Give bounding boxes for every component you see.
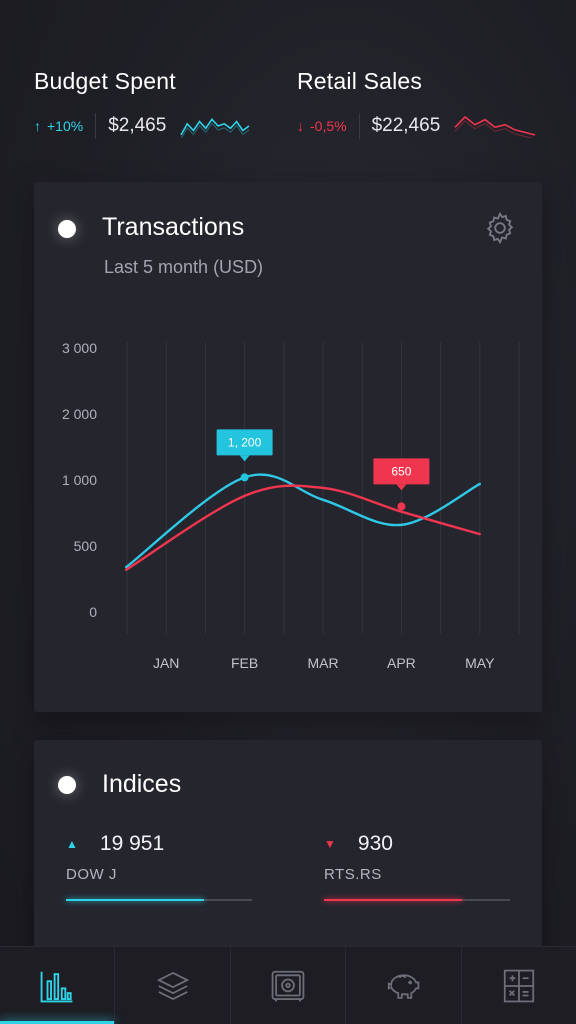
bottom-tab-bar (0, 946, 576, 1024)
x-tick-label: MAY (465, 655, 495, 671)
kpi-change: ↓ -0,5% (297, 118, 347, 134)
kpi-amount: $22,465 (371, 115, 441, 136)
index-progress-fill (66, 899, 204, 901)
arrow-down-icon: ↓ (297, 118, 304, 134)
tab-savings[interactable] (346, 947, 462, 1024)
index-progress-fill (324, 899, 462, 901)
kpi-title: Retail Sales (297, 68, 423, 94)
layers-icon (156, 971, 189, 1000)
tab-safe[interactable] (231, 947, 347, 1024)
tab-calculator[interactable] (462, 947, 576, 1024)
x-tick-label: JAN (153, 655, 179, 671)
active-tab-indicator (0, 1021, 115, 1024)
divider (95, 113, 97, 139)
card-dot (58, 776, 76, 794)
kpi-title: Budget Spent (34, 68, 176, 94)
card-title: Transactions (102, 213, 245, 241)
index-dow-j[interactable]: ▲ 19 951 DOW J (66, 832, 252, 901)
safe-icon (271, 970, 305, 1001)
kpi-budget-spent[interactable]: Budget Spent ↑ +10% $2,465 (34, 68, 250, 141)
x-tick-label: APR (387, 655, 416, 671)
piggy-bank-icon (388, 973, 420, 999)
index-rts-rs[interactable]: ▼ 930 RTS.RS (324, 832, 510, 901)
card-subtitle: Last 5 month (USD) (104, 257, 264, 277)
y-tick-label: 0 (89, 604, 97, 620)
kpi-amount: $2,465 (108, 115, 167, 136)
sparkline-shadow (454, 120, 534, 138)
transactions-chart: 3 000 2 000 1 000 500 0 JAN FEB MAR APR MAY 1, 200… (62, 340, 520, 671)
index-name: RTS.RS (324, 866, 382, 883)
y-tick-label: 2 000 (62, 406, 97, 422)
y-tick-label: 1 000 (62, 472, 97, 488)
y-tick-label: 3 000 (62, 340, 97, 356)
value-callout: 650 (373, 458, 430, 491)
highlight-point[interactable] (397, 502, 406, 511)
series-line (125, 473, 481, 569)
index-progress (324, 899, 510, 901)
tab-layers[interactable] (115, 947, 231, 1024)
card-dot (58, 220, 76, 238)
arrow-up-icon: ↑ (34, 118, 41, 134)
index-progress (66, 899, 252, 901)
indices-card: Indices ▲ 19 951 DOW J ▼ 930 RTS.RS (34, 740, 542, 980)
x-tick-label: MAR (307, 655, 338, 671)
sparkline (180, 118, 250, 138)
triangle-up-icon: ▲ (66, 837, 78, 851)
index-name: DOW J (66, 866, 117, 883)
y-tick-label: 500 (74, 538, 98, 554)
transactions-card: Transactions Last 5 month (USD) 3 000 2 0… (34, 182, 542, 712)
callout-label: 650 (391, 464, 411, 478)
triangle-down-icon: ▼ (324, 837, 336, 851)
card-title: Indices (102, 770, 182, 798)
callout-label: 1, 200 (228, 435, 262, 449)
bar-chart-icon (40, 971, 73, 1002)
calculator-icon (503, 969, 534, 1002)
sparkline-line (454, 115, 536, 136)
sparkline-shadow (181, 122, 250, 138)
kpi-change: ↑ +10% (34, 118, 84, 134)
kpi-retail-sales[interactable]: Retail Sales ↓ -0,5% $22,465 (297, 68, 536, 141)
tab-charts[interactable] (0, 947, 116, 1024)
gear-icon[interactable] (482, 210, 518, 246)
highlight-point[interactable] (240, 473, 249, 482)
sparkline (454, 115, 536, 138)
index-value: 930 (357, 832, 393, 855)
value-callout: 1, 200 (216, 429, 273, 462)
index-value: 19 951 (99, 832, 165, 855)
divider (358, 113, 360, 139)
x-tick-label: FEB (231, 655, 258, 671)
series-line (125, 484, 481, 571)
sparkline-line (180, 118, 250, 136)
